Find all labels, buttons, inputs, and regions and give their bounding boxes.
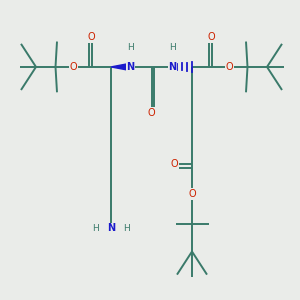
Text: O: O xyxy=(208,32,215,42)
Text: O: O xyxy=(70,62,77,72)
Text: O: O xyxy=(148,108,155,118)
Text: H: H xyxy=(127,43,134,52)
Text: O: O xyxy=(226,62,233,72)
Text: H: H xyxy=(169,43,176,52)
Text: H: H xyxy=(123,224,130,233)
Polygon shape xyxy=(111,63,130,70)
Text: N: N xyxy=(168,62,177,72)
Text: N: N xyxy=(126,62,135,72)
Text: N: N xyxy=(107,224,115,233)
Text: O: O xyxy=(88,32,95,42)
Text: O: O xyxy=(188,189,196,199)
Text: H: H xyxy=(92,224,99,233)
Text: O: O xyxy=(170,159,178,169)
